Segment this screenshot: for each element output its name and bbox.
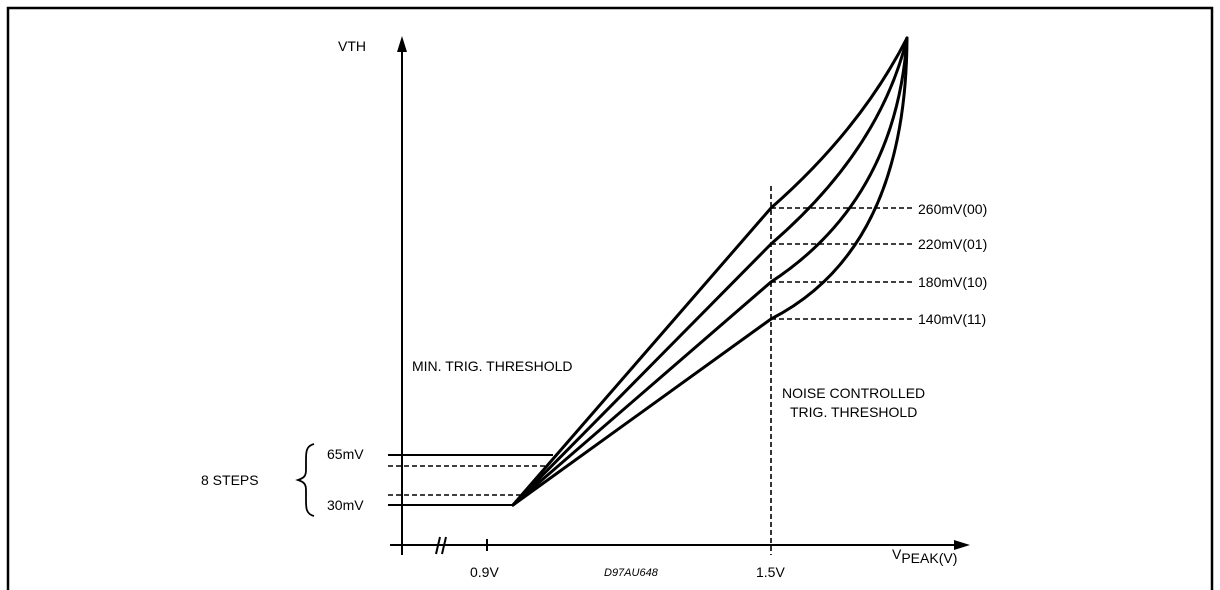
axis-break-mark-1 (435, 536, 441, 555)
x-axis-label: VPEAK(V) (892, 546, 957, 566)
x-tick-label-0.9v: 0.9V (470, 564, 499, 580)
y-axis-arrow (397, 36, 407, 52)
noise-level-220mv-label: 220mV(01) (918, 236, 987, 252)
x-tick-label-1.5v: 1.5V (756, 564, 785, 580)
steps-label: 8 STEPS (201, 472, 259, 488)
min-threshold-label: MIN. TRIG. THRESHOLD (412, 358, 573, 374)
noise-level-180mv-label: 180mV(10) (918, 274, 987, 290)
curve-260mv (511, 36, 909, 507)
noise-level-260mv-label: 260mV(00) (918, 201, 987, 217)
curve-220mv (511, 36, 909, 507)
drawing-code: D97AU648 (604, 567, 659, 579)
frame-border (6, 6, 1214, 590)
y-axis-label: VTH (338, 38, 366, 54)
noise-label-line1: NOISE CONTROLLED (782, 385, 925, 401)
noise-label-line2: TRIG. THRESHOLD (790, 404, 917, 420)
noise-level-140mv-label: 140mV(11) (918, 311, 986, 327)
curve-140mv (511, 36, 909, 507)
min-level-30mv-label: 30mV (327, 497, 364, 513)
x-axis-arrow (954, 540, 970, 550)
steps-brace (295, 443, 315, 517)
curve-180mv (511, 36, 909, 507)
min-level-65mv-label: 65mV (327, 446, 364, 462)
axis-break-mark-2 (441, 536, 447, 555)
